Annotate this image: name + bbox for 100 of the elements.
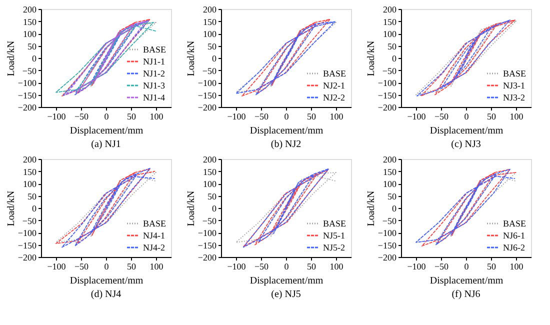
y-tick-label: 50 [208, 41, 217, 52]
legend-label: NJ1-3 [143, 80, 166, 90]
x-tick-label: 100 [330, 262, 344, 272]
legend-label: BASE [503, 68, 527, 78]
y-tick-label: 0 [32, 204, 37, 214]
x-tick-label: 100 [510, 262, 524, 272]
y-tick-label: −50 [202, 216, 217, 226]
y-axis-title: Load/kN [186, 40, 197, 76]
x-tick-label: 100 [330, 112, 344, 122]
y-tick-label: −150 [198, 90, 217, 100]
y-tick-label: 200 [23, 154, 37, 164]
y-tick-label: 0 [212, 204, 217, 214]
y-axis-title: Load/kN [186, 190, 197, 226]
x-tick-label: 0 [104, 112, 110, 122]
x-tick-label: 0 [104, 262, 110, 272]
y-tick-label: 200 [383, 154, 397, 164]
legend-label: NJ4-2 [143, 242, 165, 252]
y-tick-label: 0 [212, 54, 217, 64]
legend-label: NJ1-4 [143, 92, 166, 102]
y-tick-label: −200 [198, 102, 217, 112]
legend-label: BASE [143, 218, 167, 228]
x-tick-label: −100 [47, 262, 66, 272]
y-tick-label: 150 [203, 16, 217, 27]
x-tick-label: −100 [407, 262, 426, 272]
text: (c) NJ3 [451, 139, 481, 150]
y-tick-label: −150 [198, 240, 217, 250]
y-tick-label: 150 [23, 166, 37, 177]
y-tick-label: −150 [378, 90, 397, 100]
x-tick-label: 0 [284, 262, 290, 272]
y-tick-label: −50 [22, 216, 37, 226]
x-tick-label: −100 [407, 112, 426, 122]
y-tick-label: −50 [202, 66, 217, 76]
x-tick-label: −100 [227, 112, 246, 122]
text: (f) NJ6 [452, 289, 480, 300]
x-axis-title: Displacement/mm [70, 276, 144, 286]
legend-label: NJ6-1 [503, 230, 525, 240]
y-tick-label: −150 [18, 240, 37, 250]
y-tick-label: −100 [18, 228, 37, 238]
x-tick-label: −100 [227, 262, 246, 272]
legend-label: NJ2-1 [323, 80, 345, 90]
text: (a) NJ1 [91, 139, 121, 150]
x-tick-label: 50 [487, 262, 496, 272]
x-tick-label: 50 [307, 262, 316, 272]
x-tick-label: 0 [464, 112, 470, 122]
x-tick-label: −50 [434, 262, 450, 272]
y-axis-title: Load/kN [366, 190, 377, 226]
y-tick-label: −50 [382, 216, 397, 226]
y-tick-label: −150 [378, 240, 397, 250]
y-tick-label: 100 [383, 179, 397, 189]
y-tick-label: −100 [198, 78, 217, 88]
y-tick-label: −100 [18, 78, 37, 88]
y-tick-label: 100 [23, 29, 37, 39]
y-tick-label: 0 [392, 204, 397, 214]
x-tick-label: 50 [307, 112, 316, 122]
y-tick-label: 50 [208, 191, 217, 202]
y-axis-title: Load/kN [6, 40, 17, 76]
y-tick-label: 100 [203, 29, 217, 39]
y-tick-label: 150 [23, 16, 37, 27]
x-tick-label: 50 [127, 112, 136, 122]
y-tick-label: −200 [18, 102, 37, 112]
text: (b) NJ2 [270, 139, 302, 150]
x-tick-label: 50 [487, 112, 496, 122]
x-tick-label: −100 [47, 112, 66, 122]
legend-label: BASE [323, 218, 347, 228]
y-tick-label: −100 [198, 228, 217, 238]
x-tick-label: −50 [254, 112, 270, 122]
x-tick-label: −50 [434, 112, 450, 122]
legend-label: NJ5-1 [323, 230, 345, 240]
y-tick-label: −50 [382, 66, 397, 76]
y-tick-label: −150 [18, 90, 37, 100]
legend-label: NJ1-1 [143, 56, 165, 66]
y-tick-label: 200 [203, 4, 217, 14]
text: (d) NJ4 [90, 289, 122, 300]
x-axis-title: Displacement/mm [70, 126, 144, 136]
y-tick-label: 50 [388, 191, 397, 202]
y-tick-label: −100 [378, 228, 397, 238]
x-axis-title: Displacement/mm [430, 276, 504, 286]
y-tick-label: 200 [203, 154, 217, 164]
x-axis-title: Displacement/mm [250, 126, 324, 136]
y-tick-label: 200 [383, 4, 397, 14]
y-tick-label: −200 [18, 252, 37, 262]
y-tick-label: 50 [28, 191, 37, 202]
y-tick-label: 100 [203, 179, 217, 189]
legend-label: NJ6-2 [503, 242, 525, 252]
y-tick-label: 0 [392, 54, 397, 64]
y-tick-label: 50 [388, 41, 397, 52]
x-tick-label: 100 [510, 112, 524, 122]
legend-label: NJ2-2 [323, 92, 345, 102]
y-axis-title: Load/kN [366, 40, 377, 76]
legend-label: NJ1-2 [143, 68, 165, 78]
x-tick-label: 100 [150, 262, 164, 272]
x-tick-label: −50 [74, 112, 90, 122]
y-tick-label: −200 [378, 102, 397, 112]
text: (e) NJ5 [271, 289, 301, 300]
y-tick-label: −200 [378, 252, 397, 262]
x-tick-label: 0 [284, 112, 290, 122]
x-axis-title: Displacement/mm [430, 126, 504, 136]
x-tick-label: −50 [74, 262, 90, 272]
y-axis-title: Load/kN [6, 190, 17, 226]
legend-label: BASE [323, 68, 347, 78]
